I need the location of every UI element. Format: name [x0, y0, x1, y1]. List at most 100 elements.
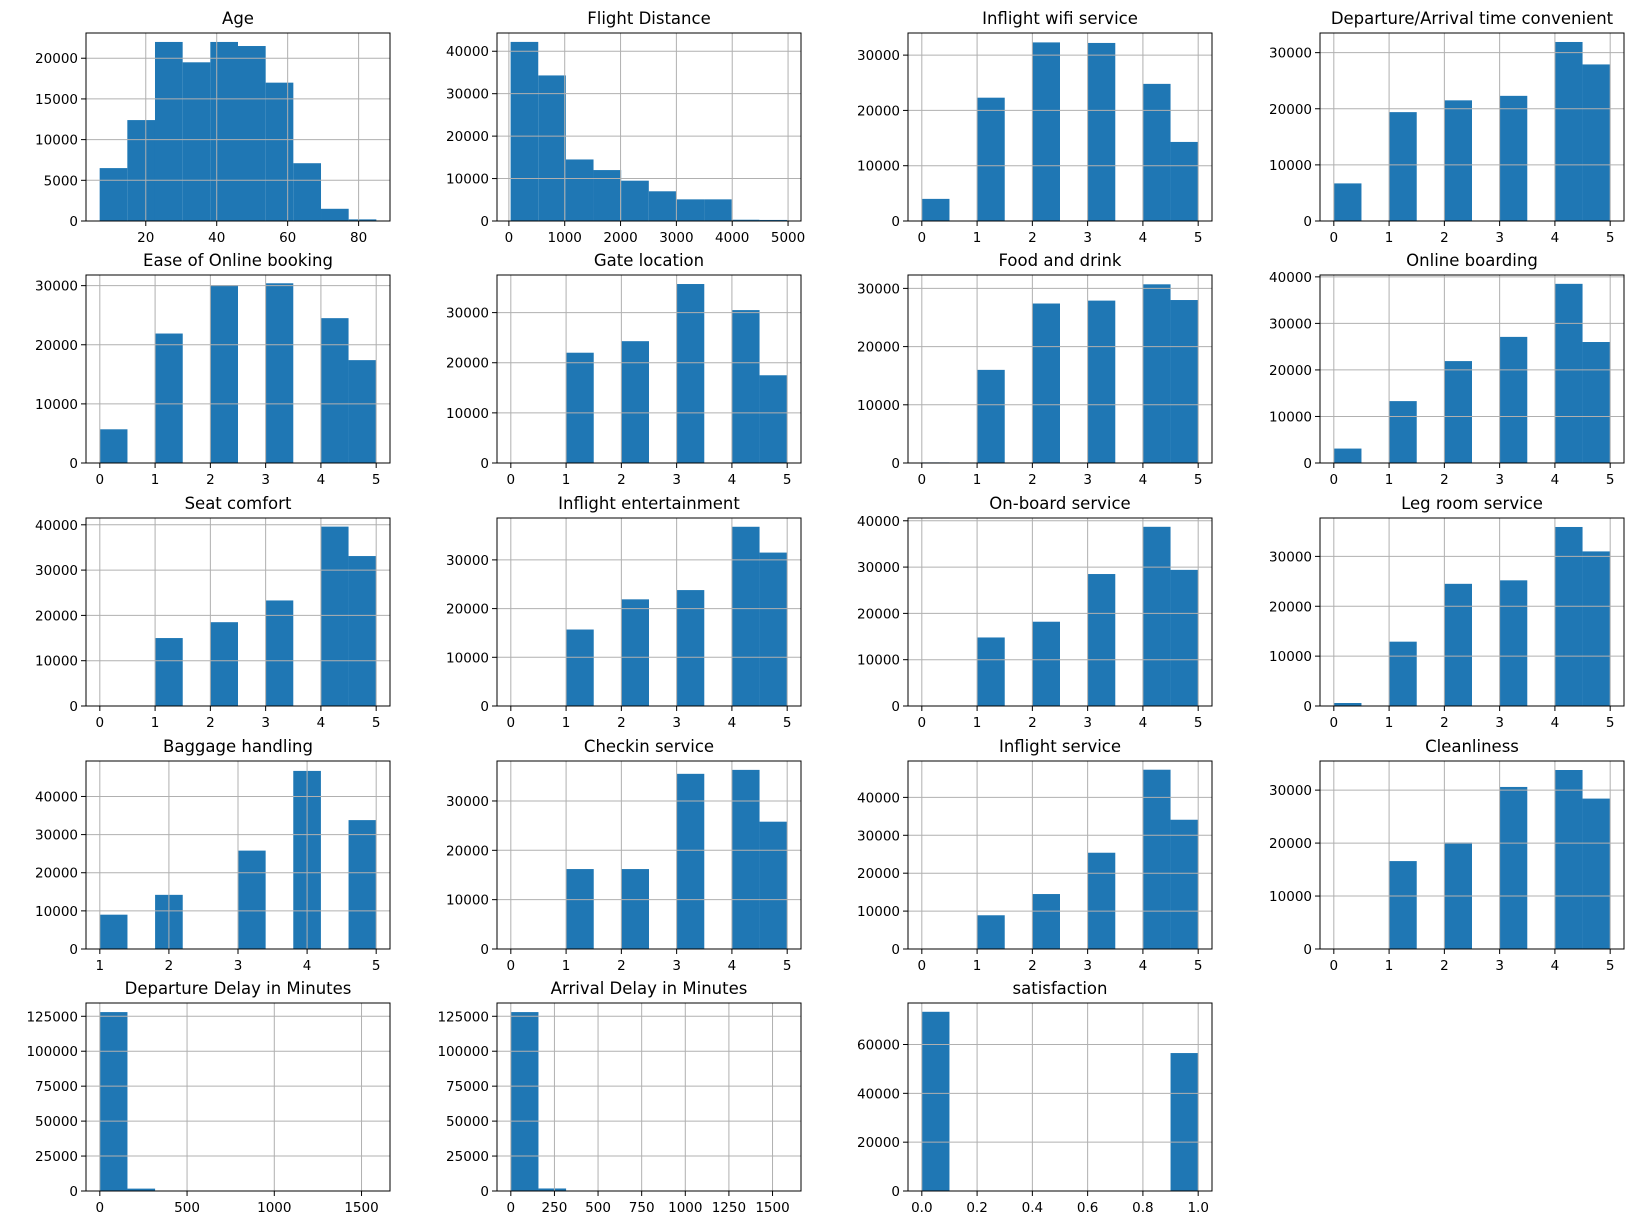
subplot-title: Departure/Arrival time convenient	[1331, 9, 1614, 28]
y-tick-label: 30000	[1269, 316, 1312, 332]
y-tick-label: 30000	[35, 828, 78, 844]
x-tick-label: 40	[208, 230, 225, 246]
x-tick-label: 5	[372, 958, 381, 974]
histogram-bar	[1142, 769, 1171, 949]
histogram-bar	[265, 82, 294, 222]
histogram-bar	[1499, 95, 1528, 221]
x-tick-label: 4	[1139, 230, 1148, 246]
y-tick-label: 0	[891, 1184, 900, 1200]
y-tick-label: 0	[69, 214, 78, 230]
histogram-bar	[731, 310, 760, 463]
x-tick-label: 4	[1551, 958, 1560, 974]
subplot: Food and drink 0 1 2 3 4 5 0 10000 20000 30000	[857, 251, 1213, 488]
x-tick-label: 1	[96, 958, 105, 974]
y-tick-label: 0	[891, 214, 900, 230]
x-tick-label: 0	[1330, 472, 1339, 488]
histogram-bar	[99, 429, 128, 463]
x-tick-label: 0	[918, 230, 927, 246]
y-tick-label: 20000	[857, 866, 900, 882]
histogram-bar	[348, 556, 377, 706]
histogram-bar	[977, 97, 1005, 221]
y-tick-label: 20000	[1269, 836, 1312, 852]
histogram-bar	[1032, 621, 1060, 706]
x-tick-label: 5	[1194, 715, 1203, 731]
subplot: Online boarding 0 1 2 3 4 5 0 10000 20000 30000 400…	[1269, 251, 1625, 488]
y-tick-label: 30000	[446, 794, 489, 810]
x-tick-label: 5	[783, 715, 792, 731]
x-tick-label: 1.0	[1187, 1200, 1208, 1216]
histogram-bar	[155, 333, 183, 463]
subplot-title: Inflight entertainment	[558, 494, 740, 513]
y-tick-label: 125000	[437, 1009, 489, 1025]
histogram-bar	[648, 191, 677, 221]
axes-frame	[496, 32, 802, 222]
histogram-bar	[1087, 574, 1116, 706]
histogram-bar	[731, 526, 760, 706]
histogram-bar	[1499, 580, 1528, 706]
x-tick-label: 3	[1083, 958, 1092, 974]
histogram-bar	[210, 41, 238, 222]
y-tick-label: 10000	[35, 397, 78, 413]
y-tick-label: 30000	[35, 563, 78, 579]
x-tick-label: 2	[617, 472, 626, 488]
x-tick-label: 2	[165, 958, 174, 974]
x-tick-label: 1	[973, 958, 982, 974]
x-tick-label: 1	[973, 472, 982, 488]
x-tick-label: 0.6	[1077, 1200, 1098, 1216]
y-tick-label: 0	[480, 699, 489, 715]
axes-frame	[85, 32, 391, 222]
histogram-bar	[977, 369, 1005, 463]
x-tick-label: 4	[1551, 472, 1560, 488]
x-tick-label: 0.2	[966, 1200, 987, 1216]
histogram-bar	[320, 318, 349, 463]
y-tick-label: 0	[480, 214, 489, 230]
y-tick-label: 75000	[35, 1079, 78, 1095]
x-tick-label: 1000	[668, 1200, 702, 1216]
x-tick-label: 2	[1028, 958, 1037, 974]
histogram-bar	[1142, 526, 1171, 706]
x-tick-label: 2	[1440, 958, 1449, 974]
y-tick-label: 10000	[1269, 889, 1312, 905]
y-tick-label: 0	[1303, 699, 1312, 715]
y-tick-label: 100000	[437, 1044, 489, 1060]
y-tick-label: 75000	[446, 1079, 489, 1095]
histogram-bar	[565, 159, 594, 221]
x-tick-label: 0	[507, 1200, 516, 1216]
x-tick-label: 3	[1495, 715, 1504, 731]
y-tick-label: 50000	[446, 1114, 489, 1130]
x-tick-label: 1	[562, 715, 571, 731]
axes-frame	[907, 760, 1213, 950]
x-tick-label: 2	[1440, 472, 1449, 488]
y-tick-label: 20000	[35, 608, 78, 624]
y-tick-label: 30000	[1269, 46, 1312, 62]
y-tick-label: 10000	[857, 159, 900, 175]
histogram-bar	[99, 914, 128, 949]
histogram-bar	[1142, 284, 1171, 463]
y-tick-label: 0	[480, 942, 489, 958]
y-tick-label: 0	[69, 942, 78, 958]
x-tick-label: 5	[783, 958, 792, 974]
x-tick-label: 5000	[771, 230, 805, 246]
x-tick-label: 3	[261, 715, 270, 731]
x-tick-label: 4	[303, 958, 312, 974]
x-tick-label: 0	[1330, 958, 1339, 974]
histogram-bar	[127, 1188, 156, 1191]
y-tick-label: 25000	[35, 1149, 78, 1165]
y-tick-label: 10000	[1269, 649, 1312, 665]
x-tick-label: 3	[672, 958, 681, 974]
x-tick-label: 0.8	[1132, 1200, 1153, 1216]
axes-frame	[1319, 760, 1625, 950]
x-tick-label: 500	[174, 1200, 200, 1216]
x-tick-label: 4	[1551, 715, 1560, 731]
histogram-bar	[977, 915, 1005, 949]
histogram-bar	[348, 820, 377, 949]
subplot: Inflight entertainment 0 1 2 3 4 5 0 10000 20000 3…	[446, 494, 802, 731]
x-tick-label: 1500	[755, 1200, 789, 1216]
y-tick-label: 10000	[35, 654, 78, 670]
y-tick-label: 10000	[857, 398, 900, 414]
x-tick-label: 0	[918, 958, 927, 974]
subplot: Arrival Delay in Minutes 0 250 500 750 1000 12…	[437, 979, 802, 1216]
y-tick-label: 0	[891, 942, 900, 958]
axes-frame	[907, 517, 1213, 707]
y-tick-label: 25000	[446, 1149, 489, 1165]
